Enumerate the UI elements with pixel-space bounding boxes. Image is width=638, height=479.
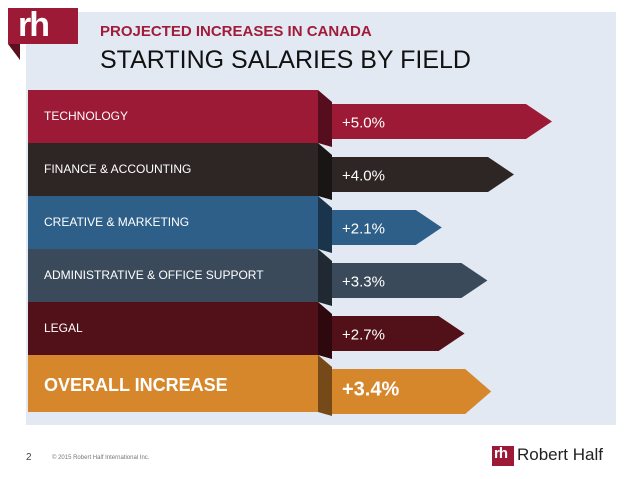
category-fold — [318, 90, 332, 147]
value-arrow — [332, 104, 552, 139]
category-band — [28, 249, 318, 302]
brand-mark: rh — [492, 445, 514, 466]
value-arrow — [332, 316, 465, 351]
value-arrow — [332, 157, 514, 192]
slide-number: 2 — [26, 452, 32, 463]
category-label: TECHNOLOGY — [44, 109, 128, 123]
category-band — [28, 355, 318, 412]
value-label: +5.0% — [342, 115, 385, 132]
chart-title: STARTING SALARIES BY FIELD — [100, 46, 471, 74]
value-label: +2.1% — [342, 221, 385, 238]
value-arrow — [332, 369, 492, 414]
category-fold — [318, 143, 332, 200]
category-band — [28, 143, 318, 196]
category-band — [28, 90, 318, 143]
logo-fold-shadow — [8, 44, 20, 60]
value-arrow — [332, 210, 442, 245]
brand-mark-text: rh — [494, 445, 508, 462]
category-fold — [318, 302, 332, 359]
logo-text: rh — [18, 6, 50, 44]
category-label: FINANCE & ACCOUNTING — [44, 162, 191, 176]
value-arrow — [332, 263, 488, 298]
category-band — [28, 302, 318, 355]
value-label: +3.4% — [342, 379, 399, 401]
category-band — [28, 196, 318, 249]
category-label: LEGAL — [44, 321, 83, 335]
category-label: OVERALL INCREASE — [44, 375, 228, 395]
value-label: +4.0% — [342, 168, 385, 185]
category-fold — [318, 355, 332, 416]
category-label: ADMINISTRATIVE & OFFICE SUPPORT — [44, 268, 264, 282]
category-fold — [318, 249, 332, 306]
category-fold — [318, 196, 332, 253]
category-label: CREATIVE & MARKETING — [44, 215, 189, 229]
brand-name: Robert Half — [517, 445, 603, 464]
value-label: +3.3% — [342, 274, 385, 291]
chart-subtitle: PROJECTED INCREASES IN CANADA — [100, 23, 372, 40]
robert-half-logo: rh — [8, 6, 78, 44]
value-label: +2.7% — [342, 327, 385, 344]
copyright-notice: © 2015 Robert Half International Inc. — [52, 455, 150, 461]
